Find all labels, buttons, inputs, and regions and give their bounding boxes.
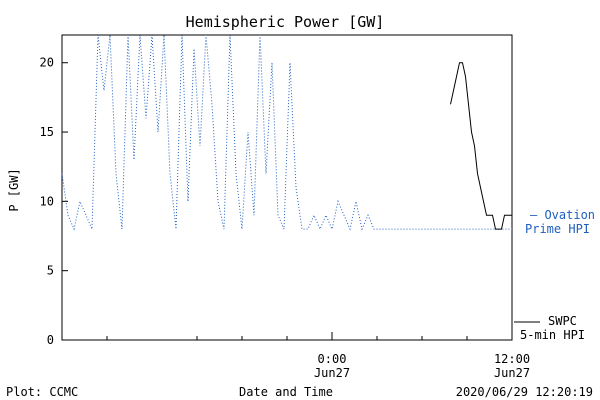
plot-credit: Plot: CCMC xyxy=(6,385,78,399)
x-tick-date: Jun27 xyxy=(314,366,350,380)
series-line-swpc xyxy=(450,62,512,230)
series-line-ovation-prime xyxy=(61,34,512,231)
x-axis-ticks: 0:00Jun2712:00Jun270:00Jun2812:00Jun280:… xyxy=(61,332,530,380)
chart-title: Hemispheric Power [GW] xyxy=(186,13,385,31)
plot-frame xyxy=(61,34,513,341)
legend-ovation-line1: — Ovation xyxy=(530,208,595,222)
y-tick-label: 10 xyxy=(40,194,54,208)
y-tick-label: 5 xyxy=(47,264,54,278)
y-axis-label: P [GW] xyxy=(7,168,21,211)
x-axis-label: Date and Time xyxy=(239,385,333,399)
legend-swpc-line2: 5-min HPI xyxy=(520,328,585,342)
series-layer xyxy=(61,34,512,231)
plot-timestamp: 2020/06/29 12:20:19 xyxy=(456,385,593,399)
y-tick-label: 0 xyxy=(47,333,54,347)
legend-swpc-line1: SWPC xyxy=(548,314,577,328)
x-tick-time: 0:00 xyxy=(318,352,347,366)
y-tick-label: 15 xyxy=(40,125,54,139)
legend-swpc: SWPC 5-min HPI xyxy=(514,314,585,342)
legend-ovation-line2: Prime HPI xyxy=(525,222,590,236)
legend-ovation: — Ovation Prime HPI xyxy=(525,208,595,236)
y-tick-label: 20 xyxy=(40,56,54,70)
y-axis-ticks: 0 5 10 15 20 xyxy=(40,56,68,347)
x-tick-date: Jun27 xyxy=(494,366,530,380)
x-tick-time: 12:00 xyxy=(494,352,530,366)
